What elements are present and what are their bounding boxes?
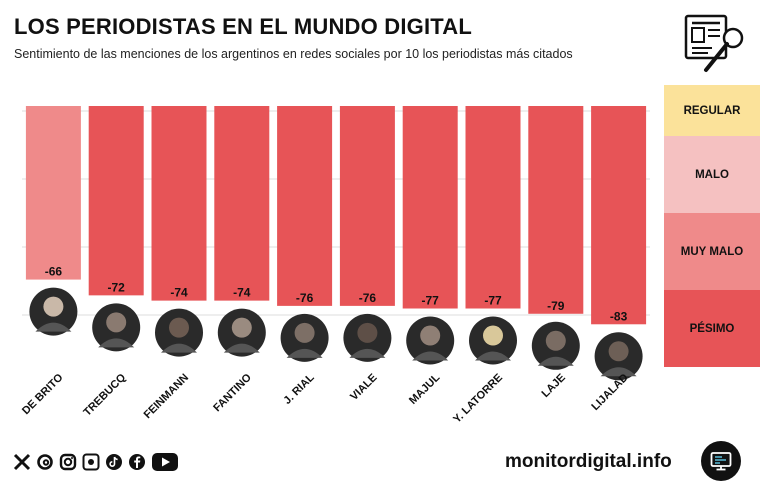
category-label-0: DE BRITO xyxy=(20,371,66,417)
category-label-3: FANTINO xyxy=(211,371,254,414)
bar-2 xyxy=(151,106,207,301)
journalist-photo-7 xyxy=(469,316,517,365)
facebook-page-icon[interactable] xyxy=(81,452,101,472)
journalist-photo-5 xyxy=(343,313,392,362)
bar-8 xyxy=(528,106,584,314)
page-subtitle: Sentimiento de las menciones de los arge… xyxy=(14,47,573,61)
category-label-2: FEINMANN xyxy=(142,372,192,422)
facebook-icon[interactable] xyxy=(127,452,147,472)
youtube-icon[interactable] xyxy=(150,452,180,472)
monitor-logo-icon xyxy=(701,441,741,481)
category-label-1: TREBUCQ xyxy=(81,371,128,418)
scale-band-malo: MALO xyxy=(664,136,760,213)
category-label-8: LAJE xyxy=(540,372,568,400)
bar-0 xyxy=(25,106,81,280)
data-label-1: -72 xyxy=(108,280,126,294)
scale-band-pésimo: PÉSIMO xyxy=(664,290,760,367)
social-icons xyxy=(12,452,180,472)
data-label-3: -74 xyxy=(233,286,251,300)
scale-band-muy-malo: MUY MALO xyxy=(664,213,760,290)
category-label-4: J. RIAL xyxy=(281,371,316,406)
data-label-5: -76 xyxy=(359,291,377,305)
bar-4 xyxy=(277,106,333,306)
bar-3 xyxy=(214,106,270,301)
journalist-photo-3 xyxy=(217,308,266,357)
page-title: LOS PERIODISTAS EN EL MUNDO DIGITAL xyxy=(14,14,473,39)
bar-5 xyxy=(339,106,395,306)
category-label-6: MAJUL xyxy=(407,371,442,406)
journalist-photo-2 xyxy=(155,308,203,357)
bar-chart: -66 -72 -74 -74 -76 -76 -77 -77 -79 -83 DE BRITO T… xyxy=(20,106,650,426)
threads-icon[interactable] xyxy=(35,452,55,472)
category-label-7: Y. LATORRE xyxy=(451,372,505,426)
data-label-2: -74 xyxy=(170,286,188,300)
bar-6 xyxy=(402,106,458,309)
data-label-7: -77 xyxy=(484,294,502,308)
x-icon[interactable] xyxy=(12,452,32,472)
data-label-0: -66 xyxy=(45,265,63,279)
data-label-8: -79 xyxy=(547,299,565,313)
bar-9 xyxy=(591,106,647,325)
instagram-icon[interactable] xyxy=(58,452,78,472)
bar-7 xyxy=(465,106,521,309)
journalist-photo-8 xyxy=(531,321,580,370)
tiktok-icon[interactable] xyxy=(104,452,124,472)
journalist-photo-1 xyxy=(92,303,141,352)
data-label-6: -77 xyxy=(422,294,440,308)
journalist-photo-0 xyxy=(29,287,78,336)
scale-band-regular: REGULAR xyxy=(664,85,760,136)
journalist-photo-6 xyxy=(406,316,455,365)
journalist-photo-4 xyxy=(280,313,329,362)
data-label-9: -83 xyxy=(610,309,628,323)
press-microphone-icon xyxy=(684,14,744,72)
category-label-5: VIALE xyxy=(348,372,379,403)
bar-1 xyxy=(88,106,144,296)
journalist-photo-9 xyxy=(594,332,643,381)
data-label-4: -76 xyxy=(296,291,314,305)
brand-name: monitordigital.info xyxy=(505,451,672,472)
